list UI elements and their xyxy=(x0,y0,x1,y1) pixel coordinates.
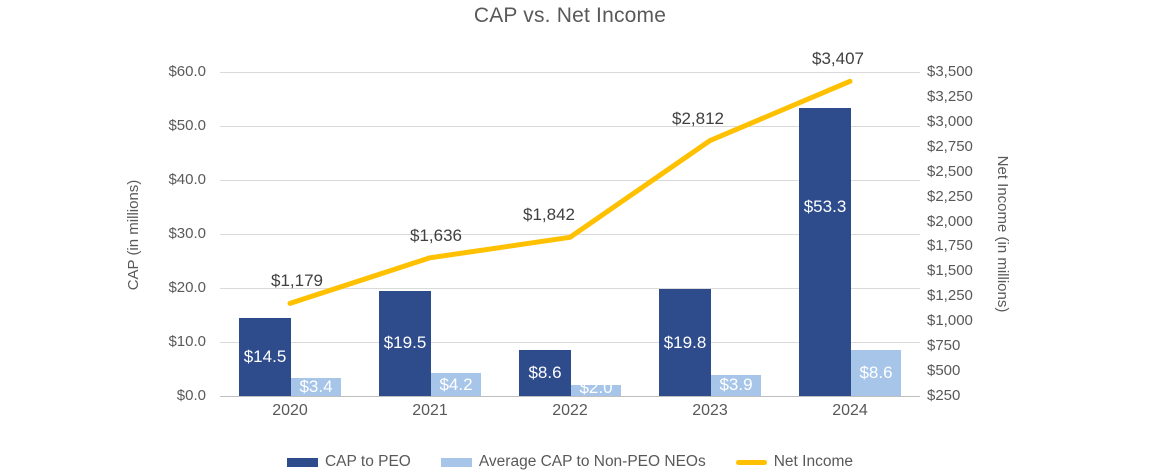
x-axis-category-label: 2023 xyxy=(692,402,728,419)
x-axis-category-label: 2020 xyxy=(272,402,308,419)
left-axis-title: CAP (in millions) xyxy=(125,179,142,291)
legend-label: CAP to PEO xyxy=(324,453,411,470)
right-axis-tick-label: $2,500 xyxy=(927,162,973,180)
bar-avg-cap-non-peo-neos xyxy=(571,385,621,396)
chart-title: CAP vs. Net Income xyxy=(473,4,667,27)
legend-label: Net Income xyxy=(773,453,853,470)
left-axis-tick-label: $20.0 xyxy=(168,279,206,296)
gridline xyxy=(220,126,920,127)
gridline xyxy=(220,72,920,73)
legend: CAP to PEO Average CAP to Non-PEO NEOs Net… xyxy=(220,451,920,473)
bar-cap-to-peo xyxy=(659,289,711,396)
left-axis-ticks: $60.0 $50.0 $40.0 $30.0 $20.0 $10.0 $0.0 xyxy=(140,63,212,404)
right-axis-tick-label: $250 xyxy=(927,387,961,404)
right-axis-ticks: $3,500 $3,250 $3,000 $2,750 $2,500 $2,250 $2,0… xyxy=(927,63,1007,404)
legend-item: Average CAP to Non-PEO NEOs xyxy=(440,453,706,471)
plot-area: $14.5 $3.4 $19.5 $4.2 $8.6 $2.0 $19.8 $3.9 $53.3… xyxy=(220,49,920,397)
right-axis-tick-label: $3,500 xyxy=(927,63,973,80)
line-data-label: $3,407 xyxy=(812,49,864,69)
right-axis-tick-label: $2,750 xyxy=(927,137,973,155)
x-axis-labels: 2020 2021 2022 2023 2024 xyxy=(220,402,920,424)
bar-data-label: $19.5 xyxy=(383,333,427,353)
left-axis-tick-label: $40.0 xyxy=(168,171,206,188)
line-data-label: $1,842 xyxy=(523,205,575,225)
legend-bar-swatch xyxy=(440,457,472,467)
x-axis-category-label: 2024 xyxy=(832,402,868,419)
bar-avg-cap-non-peo-neos xyxy=(851,349,901,396)
bar-data-label: $2.0 xyxy=(579,378,613,397)
right-axis-tick-label: $3,250 xyxy=(927,87,973,105)
gridline xyxy=(220,288,920,289)
bar-data-label: $3.4 xyxy=(299,376,333,396)
x-axis-category-label: 2021 xyxy=(412,402,448,419)
bar-cap-to-peo xyxy=(379,290,431,396)
bar-data-label: $4.2 xyxy=(439,374,473,394)
bar-cap-to-peo xyxy=(239,317,291,396)
right-axis-tick-label: $1,250 xyxy=(927,287,973,305)
bar-data-label: $8.6 xyxy=(528,362,562,382)
net-income-line-layer xyxy=(287,78,853,306)
left-axis-tick-label: $10.0 xyxy=(168,333,206,350)
line-data-label: $1,636 xyxy=(410,225,462,245)
bar-data-label: $53.3 xyxy=(803,197,847,217)
legend-item: Net Income xyxy=(735,453,853,471)
right-axis-tick-label: $2,250 xyxy=(927,187,973,205)
x-axis-category-label: 2022 xyxy=(552,402,588,419)
right-axis-tick-label: $1,750 xyxy=(927,237,973,255)
legend-item: CAP to PEO xyxy=(286,453,411,471)
right-axis-tick-label: $3,000 xyxy=(927,112,973,130)
bar-data-label: $3.9 xyxy=(719,375,753,395)
gridline xyxy=(220,180,920,181)
legend-label: Average CAP to Non-PEO NEOs xyxy=(478,453,706,470)
left-axis-tick-label: $50.0 xyxy=(168,117,206,134)
legend-line-swatch xyxy=(735,459,767,465)
right-axis-tick-label: $750 xyxy=(927,337,961,355)
right-axis-tick-label: $1,000 xyxy=(927,312,973,330)
legend-bar-swatch xyxy=(286,457,318,467)
bar-data-label: $19.8 xyxy=(663,332,707,352)
left-axis-tick-label: $60.0 xyxy=(168,63,206,80)
left-axis-tick-label: $0.0 xyxy=(176,387,206,404)
x-axis-line xyxy=(220,396,920,397)
net-income-line xyxy=(287,78,853,306)
bar-avg-cap-non-peo-neos xyxy=(711,374,761,396)
bar-data-label: $14.5 xyxy=(243,346,287,366)
left-axis-tick-label: $30.0 xyxy=(168,225,206,242)
right-axis-tick-label: $1,500 xyxy=(927,262,973,280)
bar-cap-to-peo xyxy=(519,349,571,396)
bar-data-label: $8.6 xyxy=(859,362,893,382)
right-axis-tick-label: $2,000 xyxy=(927,212,973,230)
line-data-label: $2,812 xyxy=(672,108,724,128)
line-data-label: $1,179 xyxy=(271,271,323,291)
gridline xyxy=(220,342,920,343)
bar-cap-to-peo xyxy=(799,108,851,396)
right-axis-tick-label: $500 xyxy=(927,362,961,380)
bar-avg-cap-non-peo-neos xyxy=(291,377,341,396)
bar-avg-cap-non-peo-neos xyxy=(431,373,481,396)
